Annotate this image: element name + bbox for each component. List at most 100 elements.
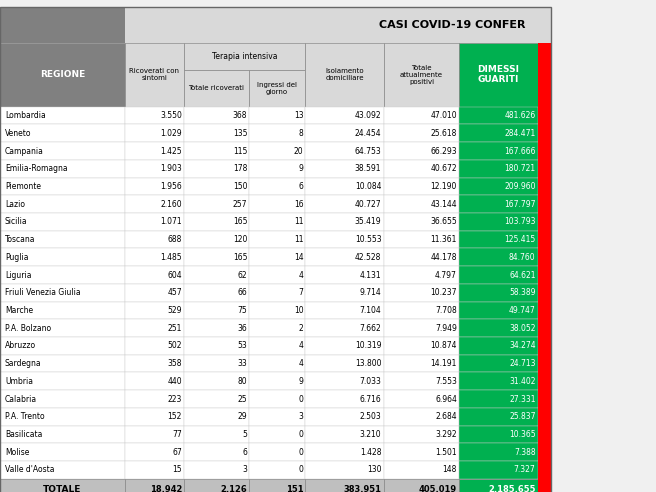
Text: Emilia-Romagna: Emilia-Romagna [5, 164, 68, 173]
Bar [384, 142, 459, 160]
Bar [125, 124, 184, 142]
Text: 368: 368 [233, 111, 247, 120]
Text: 7.949: 7.949 [435, 324, 457, 333]
Text: 180.721: 180.721 [504, 164, 535, 173]
Text: 0: 0 [298, 448, 303, 457]
Bar [538, 443, 551, 461]
Bar [125, 284, 184, 302]
Bar [305, 372, 384, 390]
Bar [384, 284, 459, 302]
Text: 6.716: 6.716 [359, 395, 381, 403]
Text: 11: 11 [294, 235, 303, 244]
Text: Abruzzo: Abruzzo [5, 341, 36, 350]
Text: Piemonte: Piemonte [5, 182, 41, 191]
Text: 152: 152 [167, 412, 182, 421]
Bar [0, 43, 125, 107]
Text: 64.753: 64.753 [355, 147, 381, 155]
Text: Basilicata: Basilicata [5, 430, 43, 439]
Bar [305, 266, 384, 284]
Text: 18.942: 18.942 [150, 485, 182, 492]
Bar [0, 213, 125, 231]
Text: 4: 4 [298, 359, 303, 368]
Text: 58.389: 58.389 [509, 288, 535, 297]
Text: Sicilia: Sicilia [5, 217, 28, 226]
Text: 6.964: 6.964 [435, 395, 457, 403]
Text: 7.327: 7.327 [514, 465, 535, 474]
Text: DIMESSI
GUARITI: DIMESSI GUARITI [478, 65, 520, 85]
Text: 3.550: 3.550 [160, 111, 182, 120]
Text: 502: 502 [167, 341, 182, 350]
Bar [459, 461, 538, 479]
Bar [538, 213, 551, 231]
Bar [538, 124, 551, 142]
Bar [384, 248, 459, 266]
Bar [384, 443, 459, 461]
Text: 15: 15 [173, 465, 182, 474]
Bar [459, 337, 538, 355]
Bar [184, 319, 249, 337]
Text: 40.727: 40.727 [355, 200, 381, 209]
Bar [184, 160, 249, 178]
Text: Isolamento
domiciliare: Isolamento domiciliare [325, 68, 363, 81]
Bar [0, 7, 551, 492]
Bar [305, 408, 384, 426]
Text: 10.365: 10.365 [509, 430, 535, 439]
Text: 11.361: 11.361 [430, 235, 457, 244]
Bar [305, 337, 384, 355]
Text: Valle d'Aosta: Valle d'Aosta [5, 465, 54, 474]
Text: 2.185.655: 2.185.655 [488, 485, 535, 492]
Bar [459, 443, 538, 461]
Text: 42.528: 42.528 [355, 253, 381, 262]
Text: 688: 688 [167, 235, 182, 244]
Bar [384, 266, 459, 284]
Text: 135: 135 [233, 129, 247, 138]
Text: 1.501: 1.501 [436, 448, 457, 457]
Text: 6: 6 [298, 182, 303, 191]
Bar [305, 461, 384, 479]
Bar [125, 7, 551, 43]
Bar [305, 426, 384, 443]
Bar [384, 319, 459, 337]
Bar [305, 248, 384, 266]
Text: 20: 20 [294, 147, 303, 155]
Text: 115: 115 [233, 147, 247, 155]
Text: 130: 130 [367, 465, 381, 474]
Text: 7.662: 7.662 [359, 324, 381, 333]
Text: TOTALE: TOTALE [43, 485, 81, 492]
Bar [459, 178, 538, 195]
Bar [538, 43, 551, 107]
Text: Liguria: Liguria [5, 271, 31, 279]
Bar [538, 479, 551, 492]
Text: Sardegna: Sardegna [5, 359, 41, 368]
Text: Ricoverati con
sintomi: Ricoverati con sintomi [129, 68, 179, 81]
Bar [305, 178, 384, 195]
Bar [384, 479, 459, 492]
Bar [0, 319, 125, 337]
Bar [459, 302, 538, 319]
Bar [125, 231, 184, 248]
Bar [125, 319, 184, 337]
Text: 34.274: 34.274 [509, 341, 535, 350]
Text: 1.425: 1.425 [160, 147, 182, 155]
Bar [538, 390, 551, 408]
Bar [384, 107, 459, 124]
Bar [384, 178, 459, 195]
Text: 1.956: 1.956 [160, 182, 182, 191]
Text: Friuli Venezia Giulia: Friuli Venezia Giulia [5, 288, 81, 297]
Text: 47.010: 47.010 [430, 111, 457, 120]
Bar [459, 408, 538, 426]
Text: 9.714: 9.714 [359, 288, 381, 297]
Bar [459, 266, 538, 284]
Text: 1.029: 1.029 [160, 129, 182, 138]
Bar [249, 461, 305, 479]
Bar [0, 284, 125, 302]
Bar [125, 408, 184, 426]
Bar [125, 178, 184, 195]
Bar [459, 107, 538, 124]
Bar [384, 302, 459, 319]
Text: 16: 16 [294, 200, 303, 209]
Text: 7.033: 7.033 [359, 377, 381, 386]
Bar [125, 355, 184, 372]
Text: 6: 6 [243, 448, 247, 457]
Text: 36: 36 [237, 324, 247, 333]
